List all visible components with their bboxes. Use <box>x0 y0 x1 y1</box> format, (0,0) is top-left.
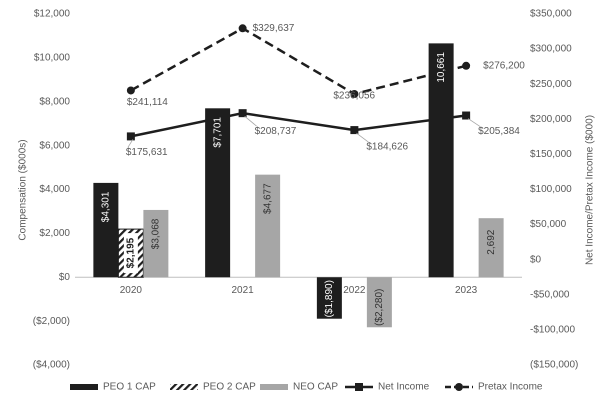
y2-tick-label: $200,000 <box>530 114 572 125</box>
y2-tick-label: $0 <box>530 254 542 265</box>
bar <box>316 277 342 319</box>
marker <box>126 86 135 95</box>
y2-tick-label: $50,000 <box>530 219 567 230</box>
legend-marker <box>355 383 363 391</box>
y2-tick-label: $100,000 <box>530 184 572 195</box>
y-tick-label: ($2,000) <box>33 316 70 327</box>
legend-swatch <box>170 384 198 390</box>
legend-marker <box>455 383 463 391</box>
bar-value-label: ($1,890) <box>324 280 335 317</box>
leader-line <box>127 139 134 148</box>
leader-line <box>467 118 481 127</box>
marker <box>126 132 135 141</box>
x-tick-label: 2021 <box>232 285 255 296</box>
y2-tick-label: $250,000 <box>530 79 572 90</box>
line-value-label: $236,056 <box>333 91 375 102</box>
y-tick-label: $2,000 <box>39 228 70 239</box>
leader-line <box>356 132 369 143</box>
bar-value-label: ($2,280) <box>374 289 385 326</box>
bar <box>366 277 392 328</box>
y-tick-label: $12,000 <box>34 9 71 20</box>
y2-tick-label: $300,000 <box>530 44 572 55</box>
line-value-label: $175,631 <box>126 147 168 158</box>
legend-swatch <box>70 384 98 390</box>
y-tick-label: $4,000 <box>39 184 70 195</box>
legend-label: NEO CAP <box>293 382 338 393</box>
x-tick-label: 2023 <box>455 285 478 296</box>
y-tick-label: $0 <box>59 272 71 283</box>
marker <box>238 24 247 33</box>
marker <box>350 126 359 135</box>
line-value-label: $276,200 <box>483 60 525 71</box>
line-value-label: $241,114 <box>127 97 168 108</box>
marker <box>350 89 359 98</box>
y2-tick-label: ($150,000) <box>530 360 578 371</box>
bar <box>255 174 281 278</box>
bar-value-label: $7,701 <box>212 117 223 148</box>
line <box>130 26 467 96</box>
x-tick-label: 2022 <box>343 285 366 296</box>
bar <box>205 108 231 278</box>
bar-value-label: $3,068 <box>151 218 162 249</box>
bar <box>428 43 454 278</box>
leader-line <box>244 115 257 127</box>
y-axis-title: Compensation ($000s) <box>18 139 29 240</box>
bar <box>478 218 504 278</box>
bar-value-label: 10,661 <box>436 52 447 83</box>
legend-label: PEO 1 CAP <box>103 382 156 393</box>
y-tick-label: $6,000 <box>39 140 70 151</box>
legend-label: Pretax Income <box>478 382 543 393</box>
legend-label: PEO 2 CAP <box>203 382 256 393</box>
y-tick-label: ($4,000) <box>33 360 70 371</box>
marker <box>462 61 471 70</box>
y-tick-label: $8,000 <box>39 96 70 107</box>
y2-tick-label: $150,000 <box>530 149 572 160</box>
bar-value-label: $4,301 <box>101 191 112 222</box>
line-value-label: $208,737 <box>255 126 297 137</box>
bar-value-label: $4,677 <box>262 183 273 214</box>
bar <box>93 182 119 278</box>
marker <box>238 109 247 118</box>
line-value-label: $205,384 <box>478 126 520 137</box>
line <box>130 111 467 138</box>
x-tick-label: 2020 <box>120 285 143 296</box>
bar-value-label: $2,195 <box>126 237 137 268</box>
y2-tick-label: -$100,000 <box>530 325 575 336</box>
y2-tick-label: -$50,000 <box>530 289 570 300</box>
legend-label: Net Income <box>378 382 430 393</box>
bar-value-label: 2,692 <box>486 229 497 254</box>
y2-tick-label: $350,000 <box>530 9 572 20</box>
label-bg <box>123 233 138 274</box>
line-value-label: $329,637 <box>253 23 295 34</box>
legend-swatch <box>260 384 288 390</box>
y-tick-label: $10,000 <box>34 53 71 64</box>
line-value-label: $184,626 <box>366 142 408 153</box>
marker <box>462 111 471 120</box>
y2-axis-title: Net Income/Pretax Income ($000) <box>585 115 596 265</box>
bar <box>143 209 169 278</box>
